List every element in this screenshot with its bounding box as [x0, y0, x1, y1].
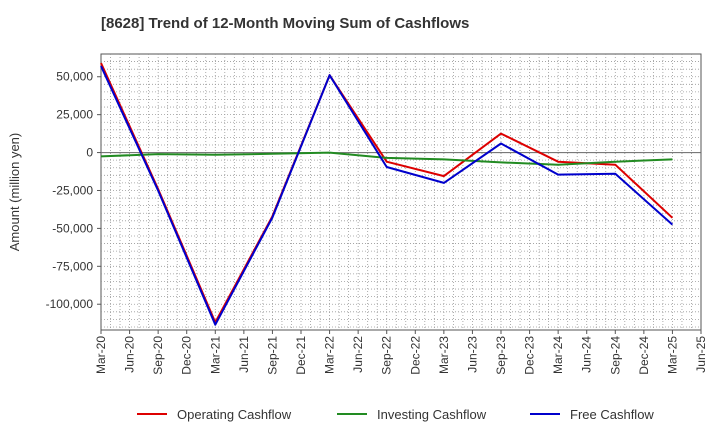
y-tick-label: 0: [86, 146, 93, 160]
plot-area: [100, 53, 702, 331]
x-tick-label: Dec-24: [637, 336, 651, 375]
series-lines: [100, 62, 674, 326]
x-tick-label: Jun-24: [580, 336, 594, 373]
x-tick-label: Mar-24: [551, 336, 565, 374]
x-tick-label: Sep-24: [608, 336, 622, 375]
x-tick-label: Sep-21: [265, 336, 279, 375]
y-axis-label: Amount (million yen): [7, 133, 22, 252]
x-tick-label: Jun-20: [123, 336, 137, 373]
series-line-investing-cashflow: [100, 151, 673, 166]
legend-label-operating-cashflow: Operating Cashflow: [177, 407, 292, 422]
x-tick-label: Sep-23: [494, 336, 508, 375]
x-tick-label: Dec-21: [294, 336, 308, 375]
legend-label-free-cashflow: Free Cashflow: [570, 407, 654, 422]
y-tick-label: -100,000: [46, 297, 94, 311]
x-tick-label: Jun-21: [237, 336, 251, 373]
chart-title: [8628] Trend of 12-Month Moving Sum of C…: [101, 15, 470, 32]
x-tick-label: Sep-20: [151, 336, 165, 375]
y-tick-label: -75,000: [52, 259, 93, 273]
y-tick-label: 50,000: [56, 70, 93, 84]
x-tick-label: Mar-23: [437, 336, 451, 374]
x-tick-label: Jun-22: [351, 336, 365, 373]
series-line-free-cashflow: [100, 65, 674, 326]
x-tick-label: Mar-21: [208, 336, 222, 374]
x-tick-label: Mar-22: [323, 336, 337, 374]
x-tick-labels: Mar-20 Jun-20 Sep-20 Dec-20 Mar-21 Jun-21 Sep-…: [94, 330, 708, 375]
x-tick-label: Sep-22: [380, 336, 394, 375]
y-tick-labels: 50,000 25,000 0 -25,000 -50,000 -75,000 -100,0…: [46, 70, 101, 311]
x-tick-label: Mar-25: [665, 336, 679, 374]
y-tick-label: -50,000: [52, 221, 93, 235]
y-tick-label: 25,000: [56, 108, 93, 122]
legend: Operating Cashflow Investing Cashflow Free…: [137, 407, 654, 422]
y-tick-label: -25,000: [52, 183, 93, 197]
legend-label-investing-cashflow: Investing Cashflow: [377, 407, 487, 422]
x-tick-label: Dec-20: [180, 336, 194, 375]
x-tick-label: Mar-20: [94, 336, 108, 374]
x-tick-label: Jun-23: [465, 336, 479, 373]
x-tick-label: Dec-23: [523, 336, 537, 375]
x-tick-label: Dec-22: [408, 336, 422, 375]
x-tick-label: Jun-25: [694, 336, 708, 373]
